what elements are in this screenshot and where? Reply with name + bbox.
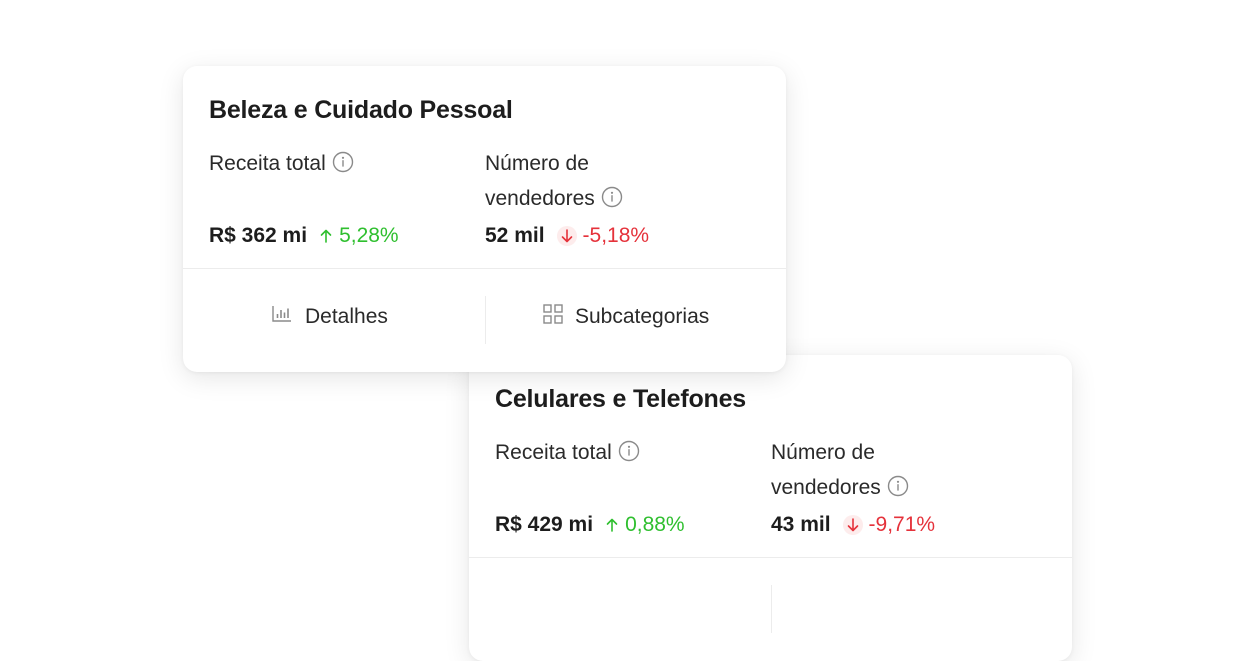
action-divider <box>771 585 772 633</box>
bar-chart-icon <box>271 304 293 330</box>
metric-label: Receita total <box>495 441 612 464</box>
grid-icon <box>543 304 563 330</box>
category-card-beleza: Beleza e Cuidado Pessoal Receita total R… <box>183 66 786 372</box>
card-title: Beleza e Cuidado Pessoal <box>209 96 513 124</box>
metric-value: R$ 362 mi <box>209 224 308 247</box>
category-card-celulares: Celulares e Telefones Receita total R$ 4… <box>469 355 1072 661</box>
arrow-down-icon <box>556 226 577 246</box>
card-divider <box>183 268 786 269</box>
metric-value: 52 mil <box>485 224 545 247</box>
card-divider <box>469 557 1072 558</box>
card-title: Celulares e Telefones <box>495 385 747 413</box>
metric-label-line1: Número de <box>771 441 875 464</box>
metric-sellers: Número de vendedores 43 mil -9,71% <box>771 435 1021 536</box>
subcategories-label: Subcategorias <box>575 305 710 328</box>
info-icon[interactable] <box>601 184 623 219</box>
arrow-up-icon <box>319 228 333 244</box>
info-icon[interactable] <box>332 149 354 184</box>
arrow-up-icon <box>605 517 619 533</box>
metric-label-line1: Número de <box>485 152 589 175</box>
metric-revenue: Receita total R$ 429 mi 0,88% <box>495 435 745 536</box>
metric-label: Receita total <box>209 152 326 175</box>
trend-change: 5,28% <box>339 224 399 247</box>
arrow-down-icon <box>842 515 863 535</box>
details-label: Detalhes <box>305 305 388 328</box>
trend-change: 0,88% <box>625 513 685 536</box>
trend-change: -5,18% <box>582 224 650 247</box>
metric-sellers: Número de vendedores 52 mil -5,18% <box>485 146 735 247</box>
info-icon[interactable] <box>887 473 909 508</box>
trend-change: -9,71% <box>868 513 936 536</box>
metric-label-line2: vendedores <box>485 187 595 210</box>
details-button[interactable]: Detalhes <box>271 304 388 330</box>
action-divider <box>485 296 486 344</box>
subcategories-button[interactable]: Subcategorias <box>543 304 709 330</box>
info-icon[interactable] <box>618 438 640 473</box>
metric-label-line2: vendedores <box>771 476 881 499</box>
metric-value: R$ 429 mi <box>495 513 594 536</box>
metric-value: 43 mil <box>771 513 831 536</box>
metric-revenue: Receita total R$ 362 mi 5,28% <box>209 146 459 247</box>
